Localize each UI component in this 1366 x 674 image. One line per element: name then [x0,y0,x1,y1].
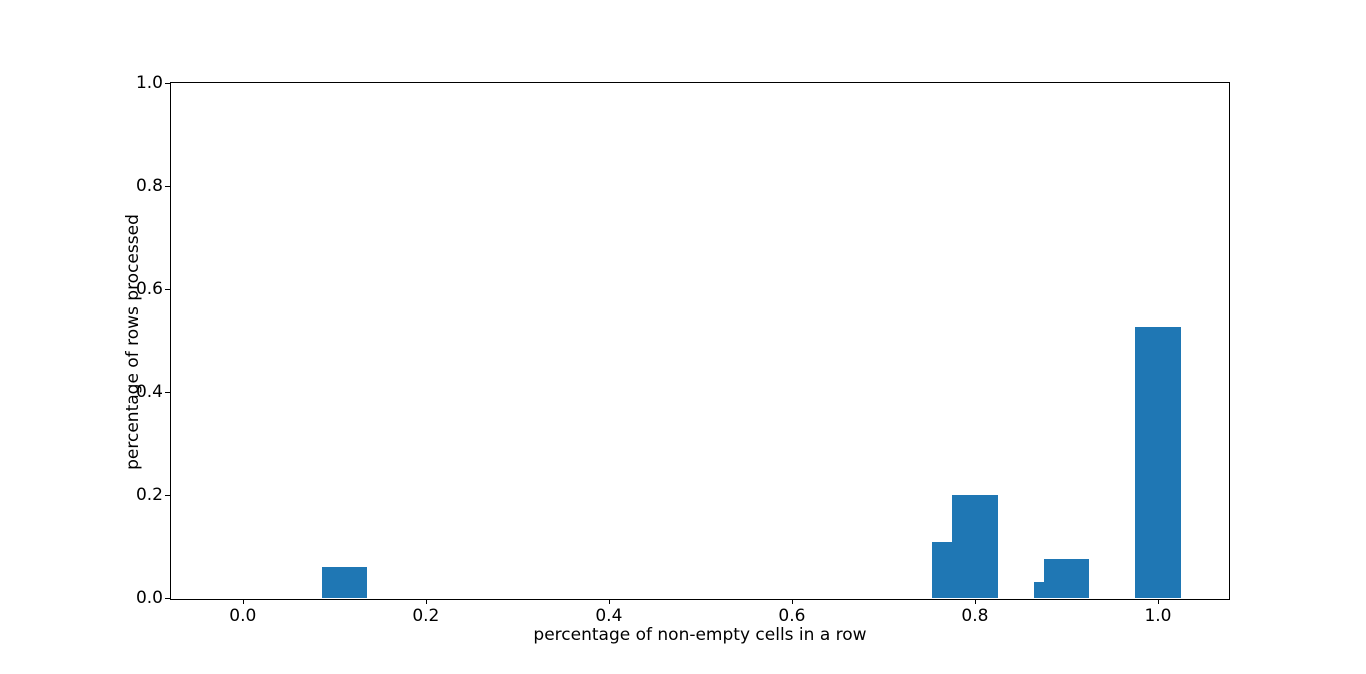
y-tick-label-0.4: 0.4 [135,382,163,402]
x-tick-label-1.0: 1.0 [1144,606,1172,626]
x-tick-label-0.2: 0.2 [412,606,440,626]
x-tick-mark-0.4 [608,600,610,604]
bar-2 [952,495,998,598]
y-tick-label-0.0: 0.0 [135,588,163,608]
y-tick-mark-0.6 [165,289,170,290]
bar-5 [1135,326,1181,598]
y-tick-mark-0.0 [165,598,170,599]
y-tick-label-1.0: 1.0 [135,73,163,93]
x-tick-label-0.0: 0.0 [229,606,257,626]
y-tick-label-0.8: 0.8 [135,176,163,196]
y-tick-label-0.2: 0.2 [135,485,163,505]
x-tick-label-0.4: 0.4 [595,606,623,626]
y-tick-mark-1.0 [165,83,170,84]
y-axis-label: percentage of rows processed [123,214,143,470]
x-tick-mark-1.0 [1157,600,1159,604]
x-tick-mark-0.8 [974,600,976,604]
plot-area [170,82,1230,600]
x-axis-label: percentage of non-empty cells in a row [533,625,867,645]
bar-0 [321,567,368,598]
y-tick-label-0.6: 0.6 [135,279,163,299]
bar-4 [1043,559,1090,598]
x-tick-label-0.8: 0.8 [961,606,989,626]
y-tick-mark-0.2 [165,495,170,496]
y-tick-mark-0.8 [165,186,170,187]
x-tick-mark-0.0 [242,600,244,604]
x-tick-label-0.6: 0.6 [778,606,806,626]
x-tick-mark-0.6 [791,600,793,604]
x-tick-mark-0.2 [425,600,427,604]
y-tick-mark-0.4 [165,392,170,393]
